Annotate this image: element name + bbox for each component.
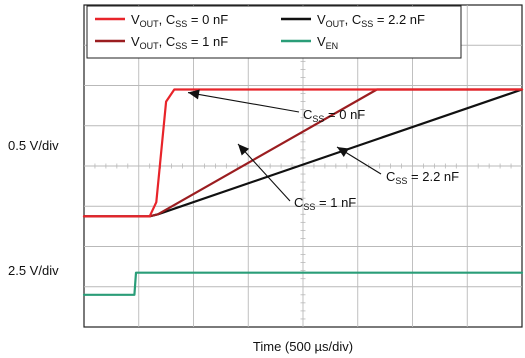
traces <box>82 88 524 296</box>
trace-1 <box>82 88 524 218</box>
legend-box <box>86 5 462 59</box>
annotation-label-1: CSS = 0 nF <box>303 107 365 124</box>
legend-label-1: VOUT, CSS = 0 nF <box>131 12 228 29</box>
x-axis-label: Time (500 µs/div) <box>253 339 353 354</box>
legend-label-2: VOUT, CSS = 1 nF <box>131 34 228 51</box>
annotation-pointer-1-head <box>188 89 200 100</box>
annotation-label-3: CSS = 1 nF <box>294 195 356 212</box>
trace-4 <box>82 271 524 296</box>
annotation-pointer-3-head <box>238 144 250 156</box>
legend-label-3: VOUT, CSS = 2.2 nF <box>317 12 425 29</box>
annotation-label-2: CSS = 2.2 nF <box>386 169 459 186</box>
annotation-pointer-3-line <box>237 143 291 202</box>
annotation-pointer-1-line <box>187 91 300 113</box>
annotation-pointer-2-head <box>337 147 349 158</box>
channel-scale-ven: 2.5 V/div <box>8 263 59 278</box>
annotations: CSS = 0 nF CSS = 2.2 nF CSS = 1 nF <box>187 89 459 212</box>
legend-label-4: VEN <box>317 34 338 51</box>
channel-scale-vout: 0.5 V/div <box>8 138 59 153</box>
axis-labels: 0.5 V/div 2.5 V/div Time (500 µs/div) <box>8 138 353 354</box>
legend: VOUT, CSS = 0 nF VOUT, CSS = 2.2 nF VOUT, … <box>86 5 462 59</box>
